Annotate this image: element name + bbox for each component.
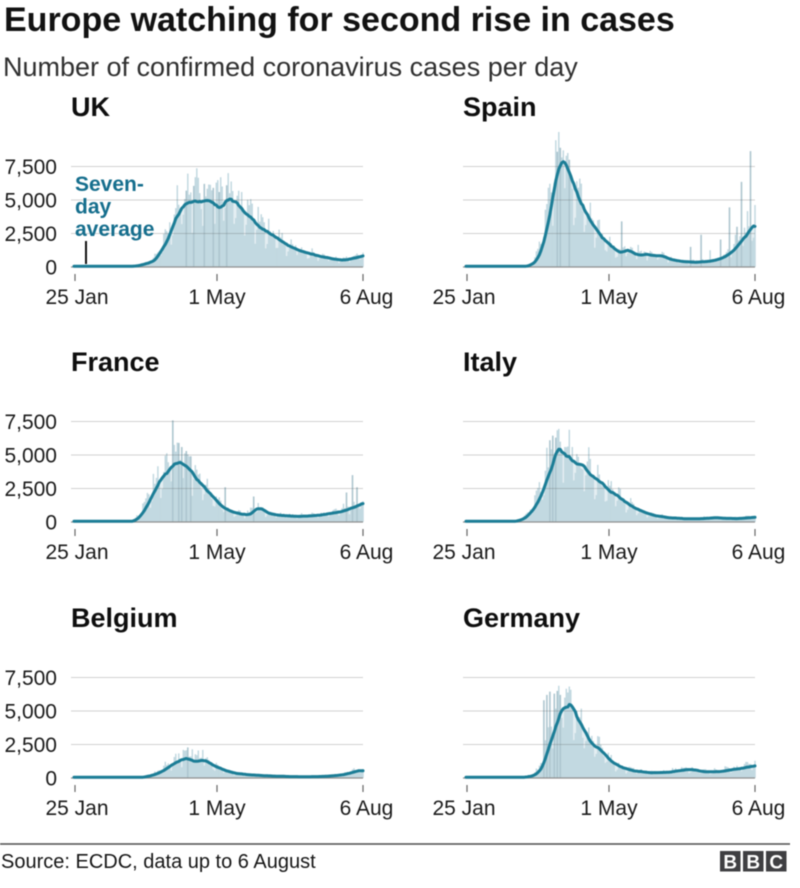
svg-text:6 Aug: 6 Aug: [340, 541, 394, 564]
svg-text:average: average: [75, 218, 154, 241]
svg-text:C: C: [769, 852, 783, 873]
svg-text:25 Jan: 25 Jan: [45, 286, 108, 309]
svg-text:7,500: 7,500: [4, 667, 57, 690]
svg-text:B: B: [746, 852, 760, 873]
svg-text:Spain: Spain: [463, 92, 537, 122]
svg-text:B: B: [723, 852, 737, 873]
svg-text:25 Jan: 25 Jan: [432, 797, 495, 820]
svg-text:25 Jan: 25 Jan: [45, 797, 108, 820]
svg-text:1 May: 1 May: [580, 286, 638, 309]
svg-text:5,000: 5,000: [4, 700, 57, 723]
svg-text:1 May: 1 May: [580, 541, 638, 564]
svg-text:Seven-: Seven-: [75, 173, 144, 196]
svg-text:6 Aug: 6 Aug: [732, 286, 786, 309]
svg-text:France: France: [71, 347, 160, 377]
svg-text:day: day: [75, 196, 112, 219]
svg-text:5,000: 5,000: [4, 444, 57, 467]
svg-text:2,500: 2,500: [4, 223, 57, 246]
svg-text:1 May: 1 May: [188, 541, 246, 564]
svg-text:Germany: Germany: [463, 603, 580, 633]
svg-text:0: 0: [45, 256, 57, 279]
svg-text:6 Aug: 6 Aug: [732, 541, 786, 564]
svg-text:1 May: 1 May: [580, 797, 638, 820]
svg-text:7,500: 7,500: [4, 156, 57, 179]
svg-text:25 Jan: 25 Jan: [432, 286, 495, 309]
svg-text:0: 0: [45, 511, 57, 534]
svg-text:2,500: 2,500: [4, 478, 57, 501]
svg-text:25 Jan: 25 Jan: [432, 541, 495, 564]
svg-text:Italy: Italy: [463, 347, 517, 377]
svg-text:5,000: 5,000: [4, 189, 57, 212]
svg-text:Belgium: Belgium: [71, 603, 178, 633]
svg-text:6 Aug: 6 Aug: [732, 797, 786, 820]
svg-text:2,500: 2,500: [4, 734, 57, 757]
svg-text:25 Jan: 25 Jan: [45, 541, 108, 564]
svg-text:Source: ECDC, data up to 6 Aug: Source: ECDC, data up to 6 August: [1, 851, 316, 873]
svg-text:6 Aug: 6 Aug: [340, 286, 394, 309]
svg-text:1 May: 1 May: [188, 286, 246, 309]
svg-text:1 May: 1 May: [188, 797, 246, 820]
svg-text:7,500: 7,500: [4, 411, 57, 434]
svg-text:6 Aug: 6 Aug: [340, 797, 394, 820]
svg-text:UK: UK: [71, 92, 110, 122]
svg-text:0: 0: [45, 767, 57, 790]
svg-text:Europe watching for second ris: Europe watching for second rise in cases: [4, 1, 675, 39]
svg-text:Number of confirmed coronaviru: Number of confirmed coronavirus cases pe…: [3, 52, 578, 82]
